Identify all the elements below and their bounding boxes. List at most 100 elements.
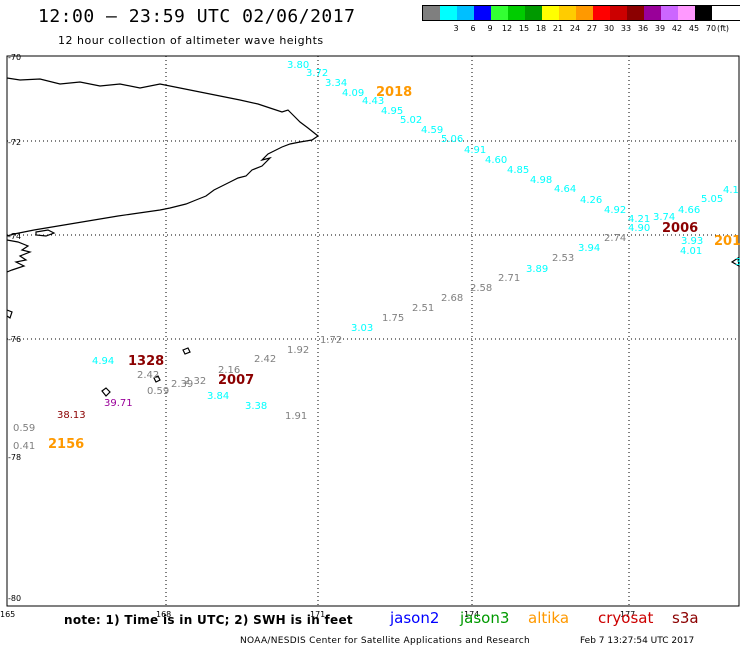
satellite-label: cryosat — [598, 609, 654, 627]
wave-height-label: 3.34 — [325, 78, 347, 89]
wave-height-label: 3.74 — [653, 212, 675, 223]
legend-label: 12 — [501, 24, 513, 33]
legend-label: 27 — [586, 24, 598, 33]
map-frame — [6, 55, 740, 607]
map-subtitle: 12 hour collection of altimeter wave hei… — [58, 34, 324, 47]
wave-height-label: 4.94 — [92, 356, 114, 367]
island — [35, 229, 56, 237]
wave-height-label: 3.72 — [306, 68, 328, 79]
satellite-label: altika — [528, 609, 570, 627]
legend-label: 18 — [535, 24, 547, 33]
legend-swatch — [525, 6, 542, 20]
wave-height-label: 2006 — [662, 221, 698, 236]
wave-height-label: 2.74 — [604, 233, 626, 244]
legend-swatch — [593, 6, 610, 20]
wave-height-label: 3.38 — [245, 401, 267, 412]
coastline-lower — [6, 239, 32, 273]
island — [101, 387, 111, 397]
legend-swatch — [627, 6, 644, 20]
legend-label: 3 — [453, 24, 459, 33]
longitude-label: 171 — [310, 610, 325, 619]
island — [6, 309, 13, 319]
legend-label: 15 — [518, 24, 530, 33]
legend-label: 9 — [487, 24, 493, 33]
legend-swatch — [457, 6, 474, 20]
wave-height-label: 4.60 — [485, 155, 507, 166]
wave-height-label: 201 — [714, 234, 740, 249]
legend-swatch — [661, 6, 678, 20]
wave-height-label: 3.03 — [351, 323, 373, 334]
wave-height-label: 3.89 — [526, 264, 548, 275]
wave-height-label: 2.71 — [498, 273, 520, 284]
wave-height-label: 4.64 — [554, 184, 576, 195]
wave-height-label: 4.66 — [678, 205, 700, 216]
legend-swatch — [474, 6, 491, 20]
legend-unit: (ft) — [716, 24, 730, 33]
wave-height-label: 3.94 — [578, 243, 600, 254]
wave-height-label: 4.90 — [628, 223, 650, 234]
wave-height-label: 4.91 — [464, 145, 486, 156]
wave-height-label: 5.05 — [701, 194, 723, 205]
credit-line: NOAA/NESDIS Center for Satellite Applica… — [240, 636, 530, 646]
legend-label: 30 — [603, 24, 615, 33]
satellite-label: s3a — [672, 609, 699, 627]
wave-height-label: 3 — [735, 257, 740, 268]
legend-label: 33 — [620, 24, 632, 33]
wave-height-label: 2.51 — [412, 303, 434, 314]
wave-height-label: 4.95 — [381, 106, 403, 117]
legend-label: 6 — [470, 24, 476, 33]
track-labels: 3.803.723.344.094.434.955.024.595.064.91… — [13, 60, 740, 452]
legend-swatch — [440, 6, 457, 20]
wave-height-label: 2.53 — [552, 253, 574, 264]
legend-swatch — [508, 6, 525, 20]
coastline-main — [6, 77, 320, 237]
legend-swatch — [576, 6, 593, 20]
axis-labels: -70 -72 -74 -76 -78 -80 165 168 171 174 177 — [0, 53, 635, 619]
wave-height-label: 1.72 — [320, 335, 342, 346]
wave-height-label: 2156 — [48, 437, 84, 452]
legend-swatch — [610, 6, 627, 20]
wave-height-label: 4.01 — [680, 246, 702, 257]
island — [153, 375, 161, 383]
legend-swatches — [422, 5, 740, 21]
wave-height-label: 3.84 — [207, 391, 229, 402]
wave-height-label: 3.80 — [287, 60, 309, 71]
wave-height-label: 4.43 — [362, 96, 384, 107]
wave-height-label: 3.93 — [681, 236, 703, 247]
wave-height-label: 1.92 — [287, 345, 309, 356]
latitude-label: -76 — [8, 335, 21, 344]
wave-height-label: 2.68 — [441, 293, 463, 304]
wave-height-label: 4.09 — [342, 88, 364, 99]
footer-note: note: 1) Time is in UTC; 2) SWH is in fe… — [64, 613, 353, 627]
wave-height-label: 4.26 — [580, 195, 602, 206]
wave-height-label: 0.59 — [147, 386, 169, 397]
wave-height-label: 4.21 — [628, 214, 650, 225]
latitude-label: -72 — [8, 138, 21, 147]
wave-height-label: 2.58 — [470, 283, 492, 294]
latitude-label: -80 — [8, 594, 21, 603]
latitude-label: -78 — [8, 453, 21, 462]
longitude-label: 174 — [464, 610, 479, 619]
wave-height-label: 38.13 — [57, 410, 86, 421]
wave-height-label: 2.32 — [184, 376, 206, 387]
color-legend: 3 6 9 12 15 18 21 24 27 30 33 36 39 42 45 70 (ft) — [422, 5, 740, 35]
legend-label: 70 — [705, 24, 717, 33]
wave-height-label: 0.41 — [13, 441, 35, 452]
latitude-label: -70 — [8, 53, 21, 62]
wave-height-label: 4.59 — [421, 125, 443, 136]
legend-swatch — [491, 6, 508, 20]
wave-height-label: 1328 — [128, 354, 164, 369]
map-title: 12:00 – 23:59 UTC 02/06/2017 — [38, 6, 356, 27]
legend-swatch — [678, 6, 695, 20]
legend-label: 42 — [671, 24, 683, 33]
generated-timestamp: Feb 7 13:27:54 UTC 2017 — [580, 636, 695, 646]
legend-swatch — [644, 6, 661, 20]
satellite-label: jason2 — [390, 609, 440, 627]
island — [730, 256, 740, 268]
wave-height-label: 0.59 — [13, 423, 35, 434]
island — [182, 347, 191, 355]
legend-label: 45 — [688, 24, 700, 33]
legend-swatch — [695, 6, 712, 20]
wave-height-label: 5.06 — [441, 134, 463, 145]
